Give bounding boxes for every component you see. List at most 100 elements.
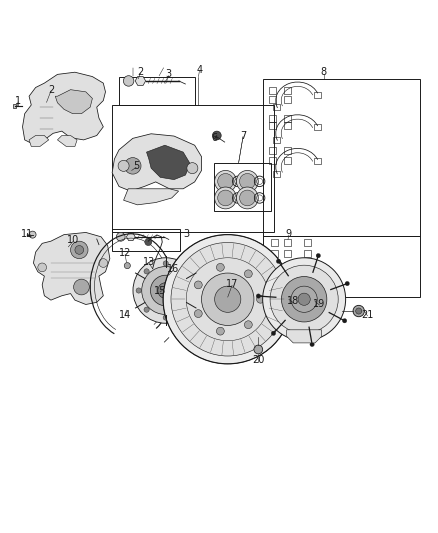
Bar (271, 262, 278, 269)
Circle shape (142, 266, 190, 314)
Circle shape (182, 269, 187, 274)
Circle shape (145, 239, 152, 246)
Circle shape (298, 293, 310, 305)
Circle shape (216, 327, 224, 335)
Circle shape (124, 76, 134, 86)
Bar (112, 229, 180, 251)
Circle shape (194, 310, 202, 318)
Bar (269, 116, 276, 123)
Circle shape (343, 319, 347, 323)
Circle shape (38, 263, 46, 272)
Bar (284, 87, 290, 94)
Circle shape (201, 273, 254, 326)
Circle shape (158, 282, 173, 298)
Circle shape (163, 261, 168, 266)
Bar (314, 124, 321, 131)
Circle shape (186, 258, 269, 341)
Circle shape (216, 263, 224, 271)
Bar (273, 171, 280, 177)
Circle shape (310, 342, 314, 346)
Circle shape (194, 281, 202, 289)
Circle shape (237, 171, 258, 192)
Circle shape (163, 315, 168, 320)
Polygon shape (22, 72, 106, 144)
Text: 2: 2 (48, 85, 54, 95)
Text: 3: 3 (166, 69, 172, 79)
Polygon shape (287, 330, 321, 343)
Circle shape (215, 187, 237, 209)
Bar (269, 157, 276, 164)
Circle shape (29, 231, 36, 238)
Bar (269, 87, 276, 94)
Text: 13: 13 (143, 257, 155, 267)
Bar (112, 105, 274, 231)
Circle shape (163, 235, 292, 364)
Circle shape (218, 174, 233, 189)
Polygon shape (33, 232, 110, 304)
Circle shape (291, 286, 317, 312)
Circle shape (237, 187, 258, 209)
Text: 17: 17 (226, 279, 238, 289)
Polygon shape (55, 90, 92, 114)
Polygon shape (57, 135, 77, 147)
Polygon shape (127, 233, 135, 240)
Circle shape (150, 275, 181, 306)
Bar (271, 239, 278, 246)
Circle shape (244, 270, 252, 278)
Circle shape (263, 258, 346, 341)
Text: 5: 5 (133, 161, 139, 171)
Text: 16: 16 (167, 264, 179, 273)
Text: 12: 12 (119, 248, 131, 259)
Circle shape (124, 263, 131, 269)
Text: 18: 18 (287, 296, 299, 306)
Text: 15: 15 (154, 286, 166, 295)
Text: 4: 4 (196, 65, 202, 75)
Bar (273, 137, 280, 143)
Circle shape (345, 281, 350, 286)
Circle shape (190, 288, 195, 293)
Circle shape (171, 243, 285, 356)
Bar (263, 236, 420, 297)
Circle shape (240, 174, 255, 189)
Polygon shape (124, 189, 179, 205)
Circle shape (187, 163, 198, 174)
Text: 21: 21 (361, 310, 374, 319)
Bar (284, 262, 290, 269)
Circle shape (244, 321, 252, 329)
Circle shape (257, 295, 265, 303)
Text: 1: 1 (15, 95, 21, 106)
Circle shape (136, 288, 141, 293)
Circle shape (276, 259, 281, 263)
Bar (304, 239, 311, 246)
Bar (304, 250, 311, 257)
Circle shape (74, 279, 89, 295)
Circle shape (256, 294, 261, 298)
Circle shape (240, 190, 255, 206)
Circle shape (71, 241, 88, 259)
Bar (284, 96, 290, 103)
Circle shape (212, 131, 221, 140)
Text: 19: 19 (313, 298, 325, 309)
Polygon shape (135, 76, 146, 85)
Circle shape (270, 265, 338, 333)
Bar (284, 157, 290, 164)
Circle shape (144, 269, 149, 274)
Circle shape (316, 254, 321, 258)
Bar (284, 116, 290, 123)
Circle shape (182, 307, 187, 312)
Circle shape (271, 331, 276, 335)
Bar (269, 122, 276, 129)
Bar (284, 122, 290, 129)
Bar (314, 158, 321, 164)
Circle shape (254, 345, 263, 354)
Text: 9: 9 (286, 229, 292, 239)
Polygon shape (29, 135, 49, 147)
Circle shape (282, 277, 327, 322)
Circle shape (218, 190, 233, 206)
Text: 10: 10 (67, 235, 79, 245)
Bar (284, 147, 290, 154)
Circle shape (353, 305, 364, 317)
Circle shape (356, 308, 362, 314)
Text: 3: 3 (183, 229, 189, 239)
Circle shape (215, 171, 237, 192)
